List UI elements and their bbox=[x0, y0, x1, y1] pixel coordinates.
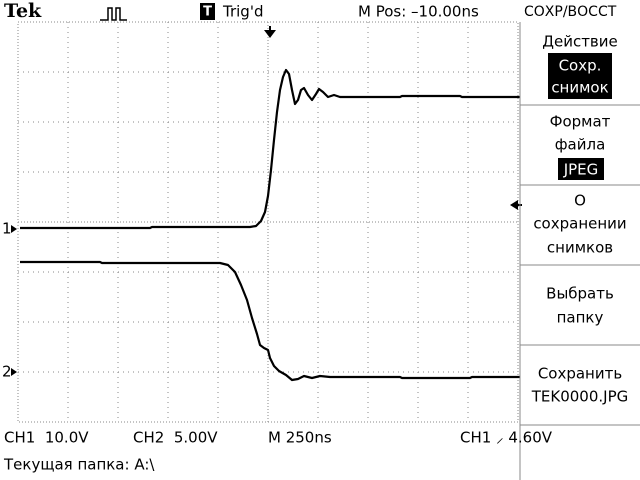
menu-item-format[interactable]: Формат файла JPEG bbox=[550, 113, 611, 181]
menu-dividers bbox=[519, 22, 640, 480]
ch1-arrow bbox=[11, 225, 17, 233]
trigger-position-marker bbox=[264, 26, 276, 38]
menu-label: Действие bbox=[542, 33, 618, 51]
ch2-marker: 2 bbox=[2, 363, 12, 381]
center-axes bbox=[18, 22, 518, 422]
ch2-arrow bbox=[11, 368, 17, 376]
menu-label: Формат bbox=[550, 113, 611, 131]
ch1-marker: 1 bbox=[2, 220, 12, 238]
trigger-level-marker bbox=[510, 200, 522, 210]
menu-label: файла bbox=[555, 136, 606, 154]
menu-item-save[interactable]: Сохранить TEK0000.JPG bbox=[531, 365, 629, 406]
menu-label: О bbox=[574, 192, 586, 210]
menu-value: снимок bbox=[551, 79, 608, 97]
menu-value: JPEG bbox=[563, 161, 599, 179]
menu-item-about[interactable]: О сохранении снимков bbox=[533, 192, 626, 257]
menu-item-folder[interactable]: Выбрать папку bbox=[546, 285, 614, 327]
horizontal-position: M Pos: –10.00ns bbox=[358, 3, 479, 21]
menu-label: Сохранить bbox=[538, 365, 622, 383]
ch2-trace bbox=[20, 260, 520, 382]
ch1-scale: CH1 10.0V bbox=[4, 429, 89, 447]
menu-selected-bg bbox=[548, 53, 612, 99]
trigger-badge bbox=[200, 3, 215, 20]
ch2-scale: CH2 5.00V bbox=[133, 429, 218, 447]
menu-selected-bg bbox=[558, 158, 604, 180]
menu-label: Выбрать bbox=[546, 285, 614, 303]
menu-value: Сохр. bbox=[559, 57, 602, 75]
trigger-badge-label: T bbox=[203, 5, 212, 20]
menu-item-action[interactable]: Действие Сохр. снимок bbox=[542, 33, 618, 100]
trigger-status: Trig'd bbox=[222, 3, 263, 21]
menu-title: СОХР/ВОССТ bbox=[524, 4, 617, 20]
trigger-setting: CH1 ⸝ 4.60V bbox=[460, 429, 553, 447]
current-folder: Текущая папка: A:\ bbox=[3, 456, 155, 474]
timebase: M 250ns bbox=[268, 429, 332, 447]
ch1-trace bbox=[20, 68, 520, 230]
menu-label: TEK0000.JPG bbox=[531, 388, 629, 406]
menu-label: папку bbox=[557, 309, 604, 327]
acquire-icon bbox=[100, 7, 127, 21]
menu-label: сохранении bbox=[533, 215, 626, 233]
side-menu: Действие Сохр. снимок Формат файла JPEG … bbox=[519, 22, 640, 480]
brand: Tek bbox=[4, 0, 42, 22]
graticule bbox=[17, 21, 519, 423]
menu-label: снимков bbox=[547, 239, 613, 257]
